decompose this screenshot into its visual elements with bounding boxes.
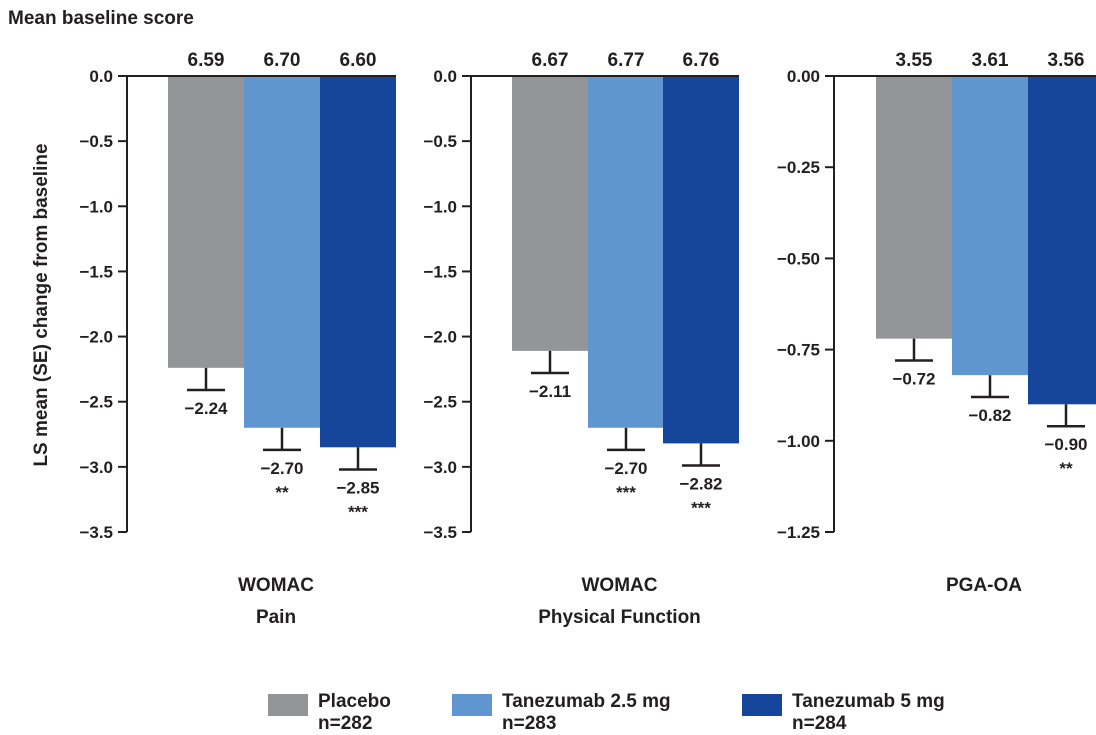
value-label-pain-placebo: −2.24	[184, 399, 228, 418]
significance-pain-tanezumab-5mg: ***	[348, 502, 368, 521]
value-label-physical-function-tanezumab-2-5mg: −2.70	[604, 459, 647, 478]
value-label-pga-oa-tanezumab-2-5mg: −0.82	[968, 406, 1011, 425]
x-label-pain-0: WOMAC	[238, 575, 314, 596]
y-tick-label-pga-oa-3: −0.75	[777, 341, 820, 360]
bar-pain-placebo	[168, 76, 244, 368]
baseline-score-pga-oa-tanezumab-5mg: 3.56	[1048, 50, 1085, 71]
baseline-score-label: Mean baseline score	[8, 8, 194, 29]
x-label-physical-function-0: WOMAC	[582, 575, 658, 596]
significance-physical-function-tanezumab-2-5mg: ***	[616, 483, 636, 502]
y-tick-label-physical-function-0: 0.0	[433, 67, 457, 86]
y-tick-label-physical-function-3: −1.5	[423, 262, 457, 281]
y-tick-label-pain-0: 0.0	[89, 67, 113, 86]
baseline-score-pain-tanezumab-2-5mg: 6.70	[264, 50, 301, 71]
legend-swatch-tanezumab-5mg	[742, 694, 782, 716]
baseline-score-physical-function-placebo: 6.67	[532, 50, 569, 71]
bar-pga-oa-placebo	[876, 76, 952, 339]
y-tick-label-pain-4: −2.0	[79, 328, 113, 347]
bar-physical-function-tanezumab-2-5mg	[588, 76, 664, 428]
significance-physical-function-tanezumab-5mg: ***	[691, 499, 711, 518]
legend-n-tanezumab-5mg: n=284	[792, 713, 847, 734]
baseline-score-physical-function-tanezumab-2-5mg: 6.77	[608, 50, 645, 71]
bar-physical-function-tanezumab-5mg	[663, 76, 739, 444]
legend-label-tanezumab-5mg: Tanezumab 5 mg	[792, 691, 945, 712]
y-tick-label-physical-function-4: −2.0	[423, 328, 457, 347]
y-tick-label-pain-6: −3.0	[79, 458, 113, 477]
y-axis-title: LS mean (SE) change from baseline	[31, 143, 52, 466]
x-label-pain-1: Pain	[256, 607, 296, 628]
legend-n-tanezumab-2-5mg: n=283	[502, 713, 557, 734]
legend-label-tanezumab-2-5mg: Tanezumab 2.5 mg	[502, 691, 671, 712]
legend: Placebo n=282 Tanezumab 2.5 mg n=283 Tan…	[0, 690, 1096, 735]
value-label-physical-function-placebo: −2.11	[529, 382, 571, 401]
bar-physical-function-placebo	[512, 76, 588, 351]
bar-pga-oa-tanezumab-5mg	[1028, 76, 1096, 405]
legend-swatch-placebo	[268, 694, 308, 716]
chart-canvas: Mean baseline score LS mean (SE) change …	[8, 8, 1096, 628]
x-label-physical-function-1: Physical Function	[538, 607, 701, 628]
y-tick-label-physical-function-6: −3.0	[423, 458, 457, 477]
y-tick-label-pga-oa-1: −0.25	[777, 158, 820, 177]
significance-pga-oa-tanezumab-5mg: **	[1059, 459, 1073, 478]
y-tick-label-pga-oa-5: −1.25	[777, 523, 820, 542]
baseline-score-pain-tanezumab-5mg: 6.60	[340, 50, 377, 71]
value-label-physical-function-tanezumab-5mg: −2.82	[679, 475, 722, 494]
baseline-score-physical-function-tanezumab-5mg: 6.76	[683, 50, 720, 71]
legend-swatch-tanezumab-2-5mg	[452, 694, 492, 716]
y-tick-label-physical-function-1: −0.5	[423, 132, 457, 151]
value-label-pain-tanezumab-5mg: −2.85	[336, 478, 379, 497]
value-label-pain-tanezumab-2-5mg: −2.70	[260, 459, 303, 478]
bar-pain-tanezumab-5mg	[320, 76, 396, 448]
baseline-score-pga-oa-tanezumab-2-5mg: 3.61	[972, 50, 1009, 71]
y-tick-label-pain-5: −2.5	[79, 393, 113, 412]
significance-pain-tanezumab-2-5mg: **	[275, 483, 289, 502]
y-tick-label-pga-oa-2: −0.50	[777, 249, 820, 268]
y-tick-label-pain-7: −3.5	[79, 523, 113, 542]
bar-pga-oa-tanezumab-2-5mg	[952, 76, 1028, 376]
y-tick-label-pga-oa-4: −1.00	[777, 432, 820, 451]
value-label-pga-oa-placebo: −0.72	[892, 370, 935, 389]
y-tick-label-physical-function-2: −1.0	[423, 197, 457, 216]
y-tick-label-pain-3: −1.5	[79, 262, 113, 281]
y-tick-label-pain-1: −0.5	[79, 132, 113, 151]
x-label-pga-oa-0: PGA-OA	[946, 575, 1022, 596]
y-tick-label-pga-oa-0: 0.00	[787, 67, 820, 86]
legend-n-placebo: n=282	[318, 713, 373, 734]
y-tick-label-physical-function-7: −3.5	[423, 523, 457, 542]
baseline-score-pga-oa-placebo: 3.55	[896, 50, 933, 71]
bar-pain-tanezumab-2-5mg	[244, 76, 320, 428]
baseline-score-pain-placebo: 6.59	[188, 50, 225, 71]
y-tick-label-pain-2: −1.0	[79, 197, 113, 216]
y-tick-label-physical-function-5: −2.5	[423, 393, 457, 412]
value-label-pga-oa-tanezumab-5mg: −0.90	[1044, 435, 1087, 454]
legend-label-placebo: Placebo	[318, 691, 391, 712]
